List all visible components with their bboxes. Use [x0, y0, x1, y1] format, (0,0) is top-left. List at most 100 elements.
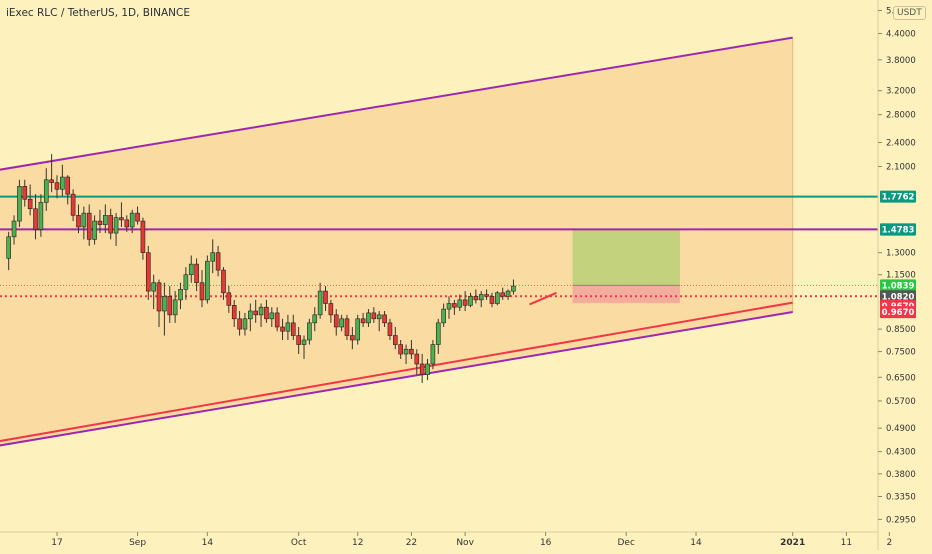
candle-body — [38, 202, 44, 230]
candle — [253, 299, 258, 323]
candle-body — [119, 217, 124, 221]
candle-body — [371, 312, 377, 320]
y-tick-label: 3.2000 — [886, 87, 916, 97]
candle-body — [178, 289, 183, 301]
candle-body — [22, 186, 28, 200]
candle-body — [140, 220, 146, 253]
y-tick-label: 0.6500 — [886, 373, 916, 383]
candle — [70, 189, 76, 222]
candle — [27, 184, 33, 216]
candle-body — [360, 318, 366, 324]
y-tick-label: 1.3000 — [886, 249, 916, 259]
candle — [221, 267, 226, 300]
price-label-text: 0.9670 — [882, 308, 915, 318]
candle-body — [387, 322, 393, 336]
candle — [65, 175, 71, 205]
candle — [473, 289, 479, 304]
candle-body — [27, 198, 33, 210]
candle — [22, 179, 28, 207]
candle-body — [457, 299, 463, 308]
candle — [446, 296, 452, 319]
price-axis[interactable]: 5. 4.4000 3.8000 3.2000 2.8000 2.4000 2.1000 1.… — [878, 6, 916, 525]
candle — [108, 208, 113, 240]
candle — [151, 274, 156, 310]
candle — [489, 292, 495, 308]
candle-body — [103, 215, 108, 225]
candle-body — [430, 344, 436, 365]
x-tick-label: Sep — [129, 538, 146, 548]
candle — [60, 164, 65, 197]
candle — [505, 289, 511, 300]
candle — [183, 267, 189, 300]
candle-body — [129, 212, 135, 228]
candle — [113, 213, 119, 246]
candle — [419, 354, 425, 383]
candle — [462, 291, 468, 311]
candle-body — [403, 348, 409, 355]
candle-body — [86, 212, 92, 240]
candle — [103, 204, 108, 234]
price-label: 1.0839 — [880, 279, 916, 292]
candle — [478, 291, 484, 308]
candle — [468, 292, 473, 308]
candle — [317, 282, 323, 319]
x-tick-label: Dec — [618, 538, 635, 548]
price-label: 1.4783 — [880, 223, 916, 236]
candle-body — [473, 296, 479, 301]
candle-body — [301, 339, 307, 345]
x-tick-label: Oct — [291, 538, 307, 548]
small-red-trendline — [529, 291, 557, 306]
candle-body — [296, 335, 301, 345]
candle — [425, 358, 430, 381]
candle — [398, 339, 403, 359]
candle-body — [484, 294, 489, 297]
candle-body — [231, 305, 237, 320]
candle-body — [151, 282, 156, 292]
candle — [205, 255, 210, 304]
red-trendline — [0, 301, 793, 443]
candle — [188, 255, 194, 283]
candle — [296, 326, 301, 355]
candle — [119, 202, 124, 227]
price-label-bg — [880, 306, 916, 319]
price-label-text: 1.7762 — [882, 193, 915, 203]
candle-body — [221, 269, 226, 294]
candle-body — [49, 179, 54, 183]
candle — [54, 175, 60, 199]
candle-body — [328, 303, 334, 316]
candle — [135, 206, 140, 225]
x-tick-label: 22 — [406, 538, 417, 548]
candle — [49, 154, 54, 193]
time-axis[interactable]: 17 Sep 14 Oct 12 22 Nov 16 Dec 14 2021 11 2 — [51, 532, 892, 548]
currency-unit-badge[interactable]: USDT — [893, 6, 926, 20]
candle — [285, 314, 291, 340]
candle — [199, 270, 205, 308]
candle — [76, 204, 81, 234]
candle-body — [269, 312, 275, 320]
y-tick-label: 2.1000 — [886, 162, 916, 172]
candle — [269, 307, 275, 327]
candle — [441, 303, 446, 327]
candle — [86, 204, 92, 246]
candle — [484, 289, 489, 300]
candle-body — [264, 306, 269, 320]
candle — [226, 286, 232, 313]
candle — [290, 314, 296, 340]
candle-body — [500, 292, 506, 297]
candle-body — [156, 282, 162, 312]
candle-body — [462, 299, 468, 306]
candle — [280, 318, 285, 340]
candle-body — [210, 252, 216, 262]
candle — [382, 310, 387, 327]
candle-body — [382, 314, 387, 324]
price-label: 1.0820 — [880, 290, 916, 303]
price-label-text: 1.0820 — [882, 292, 915, 302]
candle-body — [65, 176, 71, 195]
price-label-text: 1.4783 — [882, 226, 915, 236]
x-tick-label: 14 — [690, 538, 702, 548]
candle-body — [333, 314, 339, 328]
position-profit-zone — [572, 229, 680, 286]
candle-body — [135, 212, 140, 222]
candle-body — [446, 303, 452, 310]
